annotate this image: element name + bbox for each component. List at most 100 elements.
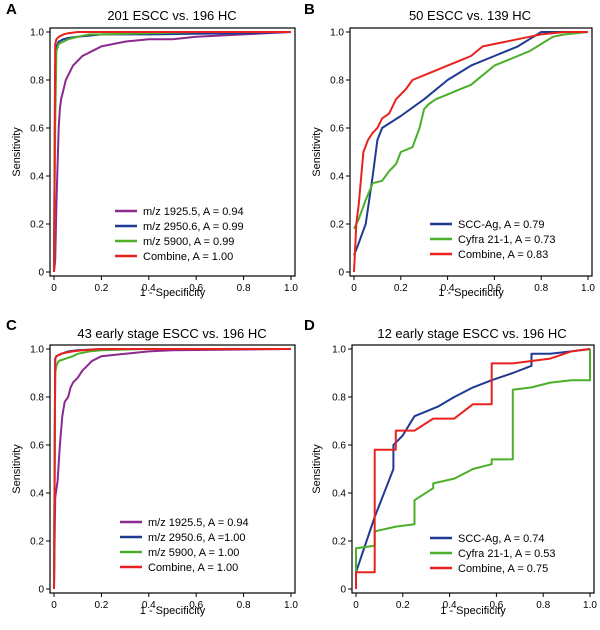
x-axis-label: 1 - Specificity: [140, 287, 206, 299]
x-tick-label: 1.0: [284, 600, 298, 611]
legend-entry: m/z 2950.6, A =1.00: [148, 532, 246, 544]
x-axis-label: 1 - Specificity: [140, 605, 206, 617]
legend-entry: SCC-Ag, A = 0.74: [458, 533, 545, 545]
roc-curve-1: [53, 348, 292, 590]
y-tick-label: 0.4: [30, 489, 44, 500]
y-tick-label: 0.6: [30, 441, 44, 452]
plot-frame: [351, 344, 595, 594]
x-tick-label: 1.0: [284, 283, 298, 294]
y-axis-label: Sensitivity: [311, 444, 323, 494]
panel-letter: A: [6, 1, 17, 18]
y-tick-label: 1.0: [30, 345, 44, 356]
legend-entry: Combine, A = 1.00: [143, 251, 233, 263]
x-tick-label: 1.0: [583, 600, 597, 611]
roc-panel-d: D 12 early stage ESCC vs. 196 HC 0 0.2 0.4 0.…: [304, 317, 597, 617]
y-axis-label: Sensitivity: [11, 127, 23, 177]
roc-panel-c: C 43 early stage ESCC vs. 196 HC 0 0.2 0.4 0.…: [6, 317, 298, 617]
y-tick-label: 0.6: [30, 124, 44, 135]
x-tick-label: 0.8: [536, 600, 550, 611]
y-axis-label: Sensitivity: [311, 127, 323, 177]
roc-curve-3: [353, 31, 588, 273]
legend-entry: Combine, A = 1.00: [148, 562, 238, 574]
x-tick-label: 0.2: [94, 600, 108, 611]
legend-entry: Combine, A = 0.83: [458, 249, 548, 261]
roc-curve-4: [53, 348, 291, 590]
panel-letter: D: [304, 317, 315, 334]
x-tick-label: 0: [353, 600, 359, 611]
legend-entry: m/z 5900, A = 1.00: [148, 547, 239, 559]
x-tick-label: 0.4: [443, 600, 457, 611]
roc-curve-3: [355, 348, 591, 589]
y-tick-label: 0: [338, 268, 344, 279]
chart-title: 12 early stage ESCC vs. 196 HC: [377, 326, 566, 341]
x-tick-label: 0: [51, 283, 57, 294]
plot-frame: [49, 27, 296, 277]
x-tick-label: 0.6: [489, 600, 503, 611]
x-tick-label: 0.4: [142, 283, 156, 294]
chart-title: 201 ESCC vs. 196 HC: [107, 8, 236, 23]
y-tick-label: 1.0: [332, 345, 346, 356]
y-tick-label: 0.2: [30, 537, 44, 548]
roc-curve-2: [353, 31, 589, 230]
x-tick-label: 0.8: [534, 283, 548, 294]
y-tick-label: 0.2: [330, 220, 344, 231]
roc-curve-1: [355, 348, 591, 573]
legend: m/z 1925.5, A = 0.94 m/z 2950.6, A =1.00 m…: [120, 517, 249, 574]
roc-panel-b: B 50 ESCC vs. 139 HC 0 0.2 0.4 0.6 0.8 1.0 0 0.2 0…: [304, 1, 595, 299]
y-tick-label: 0.6: [332, 441, 346, 452]
y-tick-label: 0.8: [30, 76, 44, 87]
legend: SCC-Ag, A = 0.74 Cyfra 21-1, A = 0.53 Comb…: [430, 533, 556, 575]
x-axis-label: 1 - Specificity: [440, 605, 506, 617]
x-tick-label: 0.8: [237, 600, 251, 611]
y-tick-label: 0: [38, 268, 44, 279]
x-tick-label: 0.8: [237, 283, 251, 294]
legend-entry: Combine, A = 0.75: [458, 563, 548, 575]
y-tick-label: 0.6: [330, 124, 344, 135]
chart-title: 50 ESCC vs. 139 HC: [409, 8, 531, 23]
x-tick-label: 0.6: [189, 600, 203, 611]
y-tick-label: 0: [340, 585, 346, 596]
x-tick-label: 0.6: [487, 283, 501, 294]
plot-frame: [49, 344, 296, 594]
plot-frame: [349, 27, 593, 277]
legend-entry: m/z 5900, A = 0.99: [143, 236, 234, 248]
y-tick-label: 0: [38, 585, 44, 596]
x-tick-label: 0.2: [394, 283, 408, 294]
y-tick-label: 0.8: [30, 393, 44, 404]
x-tick-label: 0.2: [94, 283, 108, 294]
x-tick-label: 0: [351, 283, 357, 294]
panel-letter: C: [6, 317, 17, 334]
chart-title: 43 early stage ESCC vs. 196 HC: [77, 326, 266, 341]
x-tick-label: 0: [51, 600, 57, 611]
x-tick-label: 0.2: [396, 600, 410, 611]
legend-entry: m/z 2950.6, A = 0.99: [143, 221, 244, 233]
y-tick-label: 1.0: [30, 28, 44, 39]
legend-entry: SCC-Ag, A = 0.79: [458, 219, 545, 231]
legend-entry: Cyfra 21-1, A = 0.53: [458, 548, 556, 560]
legend: SCC-Ag, A = 0.79 Cyfra 21-1, A = 0.73 Comb…: [430, 219, 556, 261]
panel-letter: B: [304, 1, 315, 18]
y-tick-label: 1.0: [330, 28, 344, 39]
y-axis-label: Sensitivity: [11, 444, 23, 494]
roc-panel-a: A 201 ESCC vs. 196 HC 0 0.2 0.4 0.6 0.8 1.0 0 0.2…: [6, 1, 298, 299]
roc-curve-4: [53, 31, 291, 273]
x-axis-label: 1 - Specificity: [438, 287, 504, 299]
legend-entry: m/z 1925.5, A = 0.94: [143, 206, 244, 218]
legend-entry: m/z 1925.5, A = 0.94: [148, 517, 249, 529]
x-tick-label: 0.4: [441, 283, 455, 294]
roc-curve-2: [355, 349, 591, 589]
legend-entry: Cyfra 21-1, A = 0.73: [458, 234, 556, 246]
roc-curve-1: [53, 31, 292, 273]
y-tick-label: 0.4: [30, 172, 44, 183]
y-tick-label: 0.2: [30, 220, 44, 231]
x-tick-label: 0.6: [189, 283, 203, 294]
roc-curve-3: [53, 31, 291, 273]
y-tick-label: 0.8: [330, 76, 344, 87]
x-tick-label: 1.0: [581, 283, 595, 294]
legend: m/z 1925.5, A = 0.94 m/z 2950.6, A = 0.99…: [115, 206, 244, 263]
x-tick-label: 0.4: [142, 600, 156, 611]
y-tick-label: 0.2: [332, 537, 346, 548]
y-tick-label: 0.4: [330, 172, 344, 183]
y-tick-label: 0.4: [332, 489, 346, 500]
